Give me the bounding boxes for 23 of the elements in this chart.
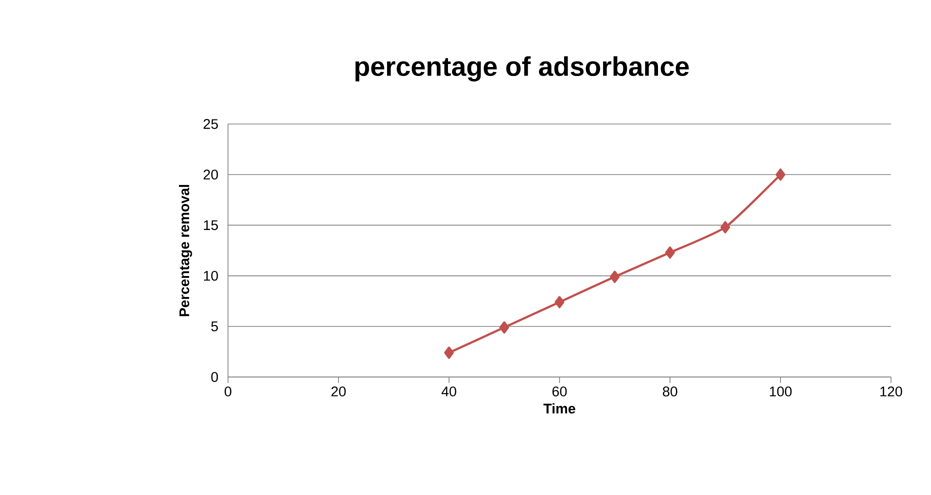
point bbox=[665, 246, 675, 259]
point bbox=[499, 321, 510, 334]
x-tick-label: 80 bbox=[662, 386, 678, 396]
point bbox=[720, 221, 730, 234]
x-tick-label: 60 bbox=[552, 386, 567, 396]
x-tick-label: 40 bbox=[442, 386, 456, 396]
point bbox=[776, 168, 786, 181]
y-tick-label: 10 bbox=[204, 270, 218, 281]
x-axis-title: Time bbox=[543, 403, 576, 414]
x-tick-label: 0 bbox=[224, 386, 232, 396]
y-tick-label: 25 bbox=[204, 119, 218, 129]
x-tick-label: 20 bbox=[331, 386, 346, 396]
x-tick-label: 100 bbox=[770, 386, 792, 396]
point bbox=[554, 296, 564, 308]
y-axis-title: Percentage removal bbox=[178, 184, 192, 316]
y-tick-label: 5 bbox=[211, 322, 218, 332]
point bbox=[610, 270, 620, 283]
y-tick-label: 20 bbox=[204, 170, 218, 180]
chart-title: percentage of adsorbance bbox=[355, 56, 689, 82]
x-tick-label: 120 bbox=[880, 386, 902, 396]
point bbox=[444, 346, 454, 359]
y-tick-label: 15 bbox=[204, 220, 218, 230]
y-tick-label: 0 bbox=[211, 372, 218, 382]
